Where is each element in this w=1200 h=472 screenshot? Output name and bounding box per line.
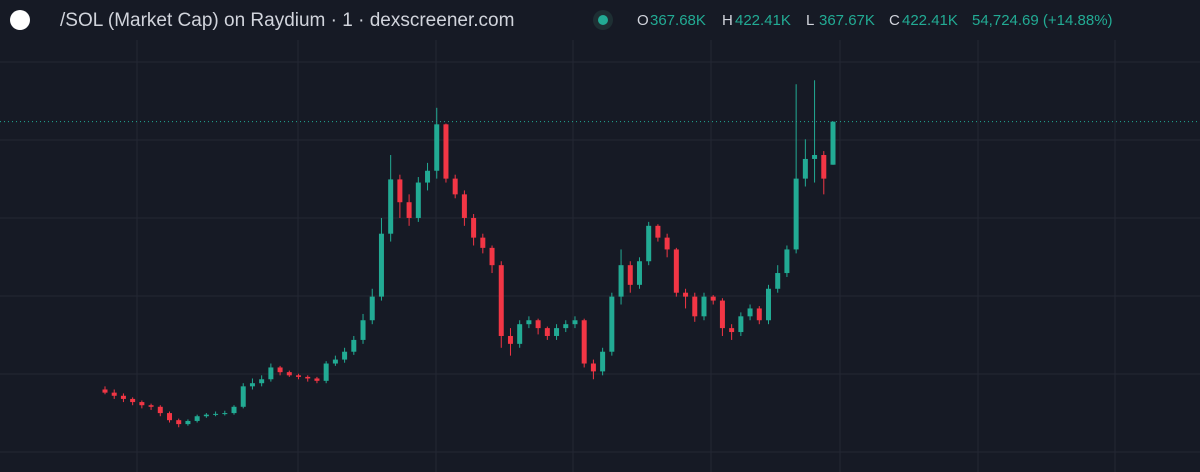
candle-body — [655, 225, 661, 238]
candle-body — [231, 406, 237, 414]
candle-body — [600, 351, 606, 372]
ohlc-key: C — [889, 12, 900, 29]
candle-body — [415, 182, 421, 218]
candle-body — [102, 389, 108, 393]
candle-body — [434, 124, 440, 171]
candle-body — [249, 383, 255, 387]
ohlc-value: 422.41K — [902, 12, 958, 29]
candle-body — [802, 158, 808, 179]
ohlc-value: 367.68K — [650, 12, 706, 29]
candle-body — [167, 413, 173, 421]
candle-body — [397, 179, 403, 203]
candle-body — [710, 296, 716, 301]
candle-body — [296, 375, 302, 377]
candle-body — [139, 402, 145, 406]
candle-body — [507, 335, 513, 344]
candle-body — [544, 328, 550, 336]
candle-body — [793, 178, 799, 250]
candle-body — [277, 367, 283, 373]
candle-body — [683, 292, 689, 297]
ohlc-value: 422.41K — [735, 12, 791, 29]
candle-body — [590, 363, 596, 372]
candle-body — [360, 320, 366, 340]
candle-body — [784, 249, 790, 274]
candle-body — [351, 339, 357, 352]
candle-body — [443, 124, 449, 179]
candle-body — [203, 414, 209, 417]
candle-body — [148, 405, 154, 407]
candle-body — [646, 225, 652, 262]
ohlc-key: L — [806, 12, 814, 29]
ohlc-key: H — [722, 12, 733, 29]
candle-body — [775, 273, 781, 289]
candle-body — [747, 308, 753, 317]
candle-body — [738, 316, 744, 333]
candle-body — [526, 320, 532, 325]
candle-body — [323, 363, 329, 381]
candle-body — [673, 249, 679, 293]
candle-body — [489, 247, 495, 266]
status-dot — [598, 15, 608, 25]
candle-body — [480, 237, 486, 248]
candle-body — [111, 392, 117, 396]
candle-body — [701, 296, 707, 317]
candle-body — [240, 386, 246, 407]
candle-body — [157, 406, 163, 414]
candle-body — [729, 328, 735, 333]
candle-body — [378, 233, 384, 297]
candle-body — [609, 296, 615, 352]
candle-body — [259, 379, 265, 384]
candle-body — [176, 420, 182, 425]
candle-body — [812, 155, 818, 159]
candle-body — [388, 179, 394, 234]
candle-body — [554, 328, 560, 336]
candle-body — [719, 300, 725, 329]
candle-body — [406, 202, 412, 218]
candle-body — [581, 320, 587, 364]
change: 54,724.69 (+14.88%) — [972, 12, 1113, 29]
candle-body — [342, 351, 348, 360]
candle-body — [286, 372, 292, 376]
chart-title: /SOL (Market Cap) on Raydium · 1 · dexsc… — [60, 10, 514, 31]
token-icon — [10, 10, 30, 30]
candle-body — [563, 324, 569, 329]
candle-body — [498, 265, 504, 336]
ohlc-legend: O 367.68K H 422.41K L 367.67K C 422.41K — [637, 12, 958, 29]
candle-body — [461, 194, 467, 218]
candle-body — [452, 178, 458, 195]
candle-body — [830, 121, 836, 165]
candle-body — [664, 237, 670, 250]
candle-body — [517, 324, 523, 344]
candle-body — [314, 378, 320, 381]
candle-body — [268, 367, 274, 380]
candle-body — [185, 420, 191, 425]
ohlc-key: O — [637, 12, 649, 29]
candle-body — [120, 395, 126, 399]
candle-body — [471, 217, 477, 238]
candle-body — [756, 308, 762, 321]
candle-body — [692, 296, 698, 317]
candle-body — [130, 398, 136, 403]
candle-body — [618, 265, 624, 297]
candle-body — [765, 288, 771, 321]
candle-body — [572, 320, 578, 325]
grid — [0, 40, 1200, 472]
candle-body — [627, 265, 633, 285]
candle-body — [425, 170, 431, 183]
candle-body — [305, 376, 311, 379]
candle-body — [222, 413, 228, 415]
ohlc-value: 367.67K — [819, 12, 875, 29]
candle-body — [636, 261, 642, 285]
candle-body — [213, 413, 219, 415]
candle-body — [194, 416, 200, 421]
candle-body — [821, 155, 827, 179]
candle-body — [369, 296, 375, 321]
candle-body — [535, 320, 541, 329]
candle-body — [332, 359, 338, 364]
